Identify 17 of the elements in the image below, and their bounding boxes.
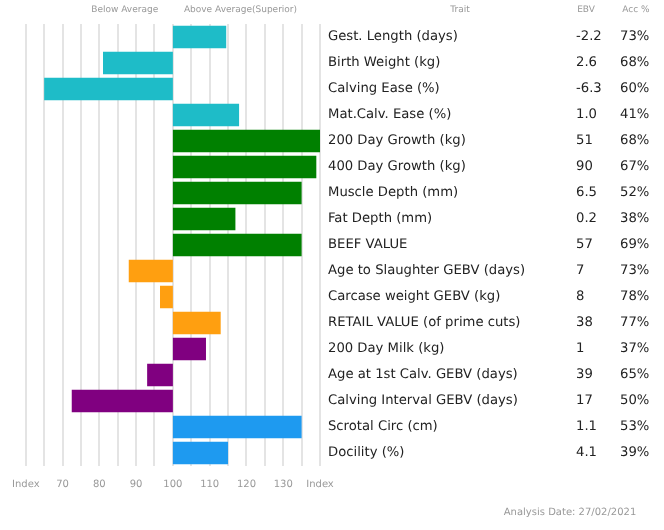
bar [172,155,317,179]
bar [172,415,302,439]
bar [128,259,173,283]
bar [172,207,236,231]
bar [172,25,227,49]
bar [172,103,240,127]
bar [103,51,173,75]
bar [147,363,173,387]
bar [71,389,173,413]
bar [160,285,173,309]
bar [44,77,173,101]
bar [172,233,302,257]
bar [172,311,221,335]
bar [172,337,206,361]
bar [172,129,320,153]
bar [172,441,229,465]
bar [172,181,302,205]
